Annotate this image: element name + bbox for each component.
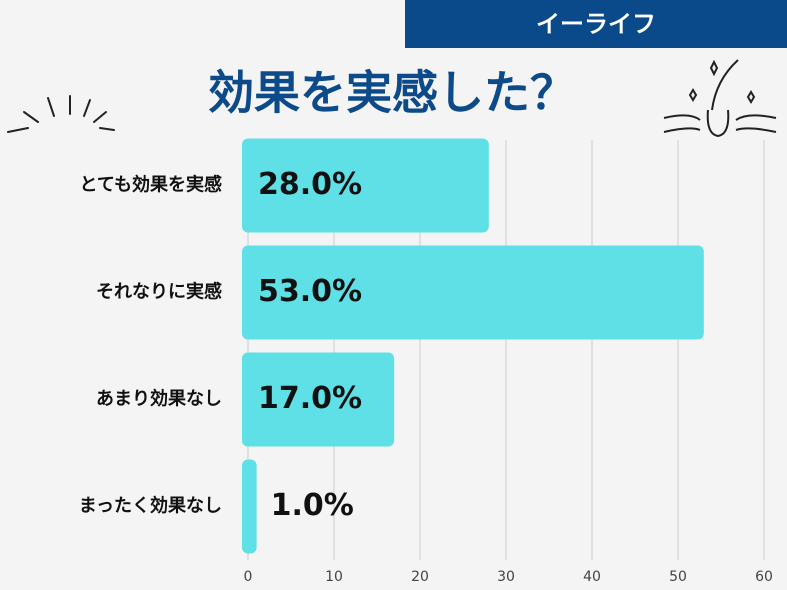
x-tick-label: 50 — [669, 569, 687, 585]
data-label: 53.0% — [258, 274, 362, 309]
bar — [242, 245, 704, 340]
x-tick-label: 10 — [325, 569, 343, 585]
brand-banner — [405, 0, 787, 48]
hair-icon — [663, 59, 777, 138]
bar — [242, 138, 489, 233]
y-tick-label: とても効果を実感 — [79, 174, 222, 196]
x-tick-label: 0 — [244, 569, 253, 585]
brand: イーライフ — [536, 10, 656, 38]
bar — [242, 459, 257, 554]
x-tick-label: 30 — [497, 569, 515, 585]
y-tick-label: あまり効果なし — [96, 388, 222, 410]
y-tick-label: それなりに実感 — [96, 281, 222, 303]
x-tick-label: 40 — [583, 569, 601, 585]
data-label: 1.0% — [271, 488, 354, 523]
data-label: 28.0% — [258, 167, 362, 202]
x-tick-label: 20 — [411, 569, 429, 585]
bar — [242, 352, 395, 447]
burst-decoration — [7, 95, 115, 133]
x-tick-label: 60 — [755, 569, 773, 585]
data-label: 17.0% — [258, 381, 362, 416]
chart-title: 効果を実感した？ — [208, 66, 576, 120]
y-tick-label: まったく効果なし — [79, 495, 222, 517]
